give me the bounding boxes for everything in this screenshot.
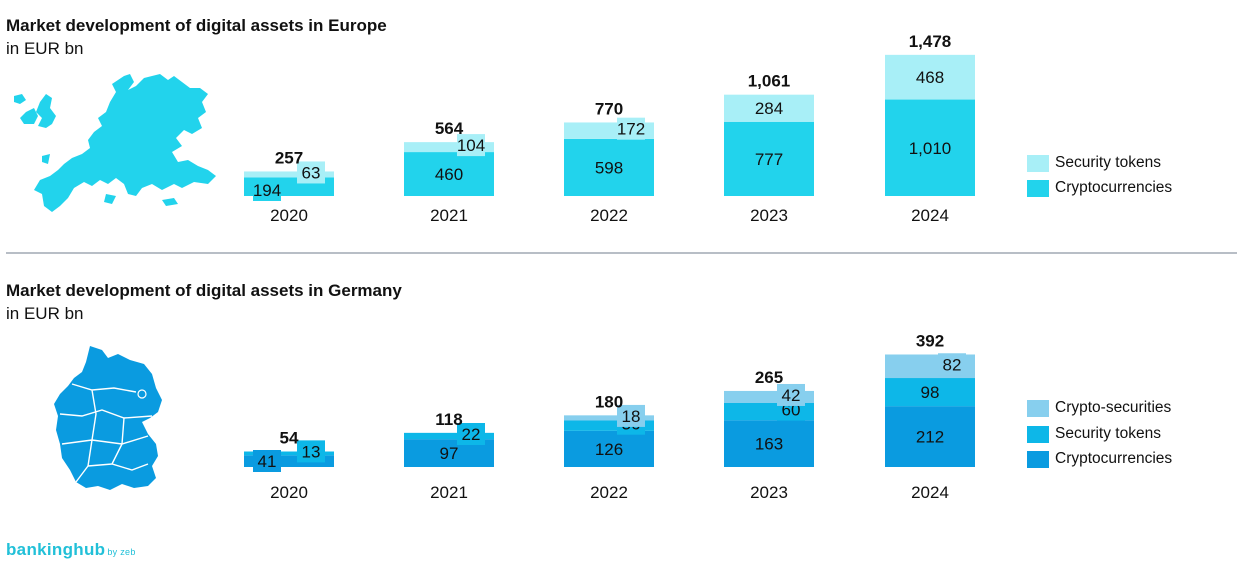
brand-by: by zeb xyxy=(107,547,136,557)
total-label: 564 xyxy=(435,119,464,138)
europe-chart-subtitle: in EUR bn xyxy=(6,39,84,58)
data-label: 194 xyxy=(253,181,281,200)
data-label: 284 xyxy=(755,99,783,118)
bar-segment-cryptocurrencies-2023 xyxy=(724,121,814,196)
legend-item-cryptocurrencies: Cryptocurrencies xyxy=(1027,178,1172,198)
x-tick-label: 2021 xyxy=(430,206,468,225)
data-label: 163 xyxy=(755,435,783,454)
germany-stacked-bar-chart: 4113542020972211820211263618180202216360… xyxy=(244,331,975,502)
legend-item-security-tokens: Security tokens xyxy=(1027,424,1161,444)
total-label: 1,478 xyxy=(909,32,952,51)
total-label: 118 xyxy=(435,410,462,429)
bar-segment-cryptocurrencies-2024 xyxy=(885,99,975,196)
europe-map-icon xyxy=(14,74,216,212)
data-label: 22 xyxy=(462,425,481,444)
total-label: 180 xyxy=(595,392,623,411)
bar-segment-cryptocurrencies-2022 xyxy=(564,430,654,467)
data-label-box xyxy=(457,423,485,446)
data-label-box xyxy=(617,404,645,427)
x-tick-label: 2023 xyxy=(750,206,788,225)
data-label: 41 xyxy=(258,452,277,471)
total-label: 1,061 xyxy=(748,72,791,91)
legend-label: Crypto-securities xyxy=(1055,399,1172,416)
data-label-box xyxy=(297,161,325,184)
germany-map-icon xyxy=(54,346,162,490)
legend-swatch xyxy=(1027,179,1049,197)
data-label-box xyxy=(617,117,645,140)
bar-segment-security-tokens-2021 xyxy=(404,142,494,153)
bar-segment-security-tokens-2024 xyxy=(885,378,975,407)
germany-chart-title: Market development of digital assets in … xyxy=(6,281,402,300)
x-tick-label: 2024 xyxy=(911,483,949,502)
legend-swatch xyxy=(1027,154,1049,172)
legend-swatch xyxy=(1027,450,1049,468)
germany-chart-subtitle: in EUR bn xyxy=(6,304,84,323)
x-tick-label: 2020 xyxy=(270,483,308,502)
brand-logo: bankinghub by zeb xyxy=(6,540,136,560)
data-label: 82 xyxy=(943,355,962,374)
legend-item-security-tokens: Security tokens xyxy=(1027,153,1161,173)
total-label: 770 xyxy=(595,99,623,118)
data-label: 42 xyxy=(782,386,801,405)
bar-segment-cryptocurrencies-2022 xyxy=(564,138,654,196)
legend-item-cryptocurrencies: Cryptocurrencies xyxy=(1027,449,1172,469)
x-tick-label: 2023 xyxy=(750,483,788,502)
bar-segment-cryptocurrencies-2024 xyxy=(885,406,975,467)
data-label: 468 xyxy=(916,68,944,87)
data-label: 598 xyxy=(595,158,623,177)
legend-swatch xyxy=(1027,399,1049,417)
data-label-box xyxy=(777,383,805,406)
bar-segment-security-tokens-2022 xyxy=(564,420,654,431)
data-label: 63 xyxy=(302,163,321,182)
bar-segment-cryptocurrencies-2020 xyxy=(244,455,334,467)
europe-chart-title: Market development of digital assets in … xyxy=(6,16,387,35)
bar-segment-security-tokens-2020 xyxy=(244,171,334,178)
data-label-box xyxy=(253,450,281,472)
data-label: 460 xyxy=(435,165,463,184)
legend-item-crypto-securities: Crypto-securities xyxy=(1027,398,1171,418)
legend-swatch xyxy=(1027,425,1049,443)
bar-segment-security-tokens-2023 xyxy=(724,94,814,122)
x-tick-label: 2020 xyxy=(270,206,308,225)
bar-segment-security-tokens-2021 xyxy=(404,432,494,440)
data-label-box xyxy=(253,179,281,201)
data-label: 13 xyxy=(302,442,321,461)
bar-segment-cryptocurrencies-2021 xyxy=(404,152,494,196)
legend-label: Cryptocurrencies xyxy=(1055,450,1173,467)
total-label: 257 xyxy=(275,148,303,167)
data-label-box xyxy=(297,440,325,463)
bar-segment-security-tokens-2024 xyxy=(885,54,975,100)
total-label: 392 xyxy=(916,331,944,350)
brand-name: bankinghub xyxy=(6,540,106,559)
bar-segment-cryptocurrencies-2023 xyxy=(724,420,814,467)
data-label: 18 xyxy=(622,407,641,426)
data-label: 97 xyxy=(440,444,459,463)
legend-label: Cryptocurrencies xyxy=(1055,179,1173,196)
legend-label: Security tokens xyxy=(1055,425,1161,442)
x-tick-label: 2022 xyxy=(590,206,628,225)
x-tick-label: 2021 xyxy=(430,483,468,502)
data-label: 98 xyxy=(921,383,940,402)
data-label: 104 xyxy=(457,136,485,155)
section-divider xyxy=(6,252,1237,254)
bar-segment-security-tokens-2020 xyxy=(244,451,334,456)
data-label: 212 xyxy=(916,428,944,447)
data-label: 172 xyxy=(617,120,645,139)
total-label: 54 xyxy=(280,429,299,448)
data-label: 777 xyxy=(755,150,783,169)
data-label: 126 xyxy=(595,440,623,459)
bar-segment-crypto-securities-2022 xyxy=(564,415,654,421)
x-tick-label: 2024 xyxy=(911,206,949,225)
legend-label: Security tokens xyxy=(1055,154,1161,171)
data-label: 1,010 xyxy=(909,139,952,158)
data-label-box xyxy=(457,134,485,157)
total-label: 265 xyxy=(755,368,783,387)
x-tick-label: 2022 xyxy=(590,483,628,502)
data-label-box xyxy=(938,353,966,376)
